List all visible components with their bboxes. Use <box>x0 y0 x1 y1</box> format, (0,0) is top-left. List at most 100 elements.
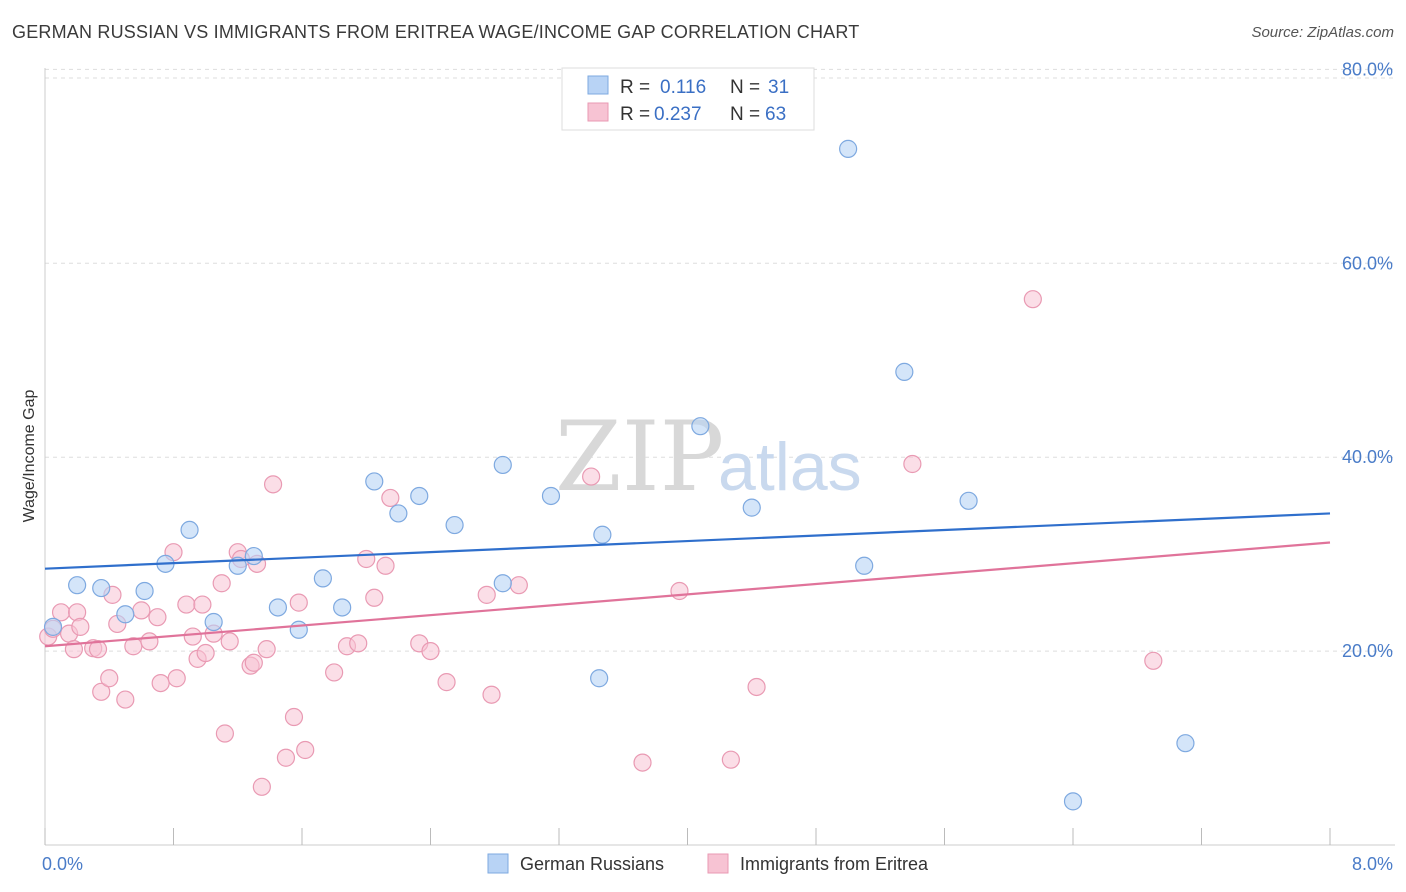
point-eritrea-42 <box>349 634 368 653</box>
legend-n-label-2: N = <box>730 104 760 125</box>
point-german-russians-9 <box>244 546 263 566</box>
point-german-russians-28 <box>959 491 978 510</box>
point-german-russians-1 <box>68 576 87 595</box>
point-eritrea-36 <box>276 748 296 767</box>
point-german-russians-20 <box>541 486 561 506</box>
y-axis-label: Wage/Income Gap <box>21 390 38 523</box>
point-eritrea-49 <box>437 673 456 692</box>
point-german-russians-12 <box>313 569 332 588</box>
point-eritrea-19 <box>167 669 186 688</box>
point-eritrea-20 <box>177 595 196 614</box>
point-german-russians-14 <box>365 472 384 491</box>
point-german-russians-27 <box>895 362 914 381</box>
point-eritrea-54 <box>633 753 652 772</box>
point-eritrea-34 <box>257 640 276 659</box>
point-german-russians-22 <box>593 525 612 544</box>
legend-swatch-pink <box>587 102 609 122</box>
x-tick-marks <box>44 828 1331 845</box>
point-eritrea-39 <box>296 740 315 760</box>
point-eritrea-37 <box>284 707 304 727</box>
legend-r-label-1: R = <box>620 77 650 98</box>
point-german-russians-2 <box>92 578 111 598</box>
point-eritrea-33 <box>252 777 271 796</box>
trend-lines <box>44 512 1331 648</box>
trend-line-german-russians <box>44 512 1331 570</box>
legend-r-label-2: R = <box>620 104 650 125</box>
axes <box>44 68 1395 846</box>
bottom-legend-label-german-russians: German Russians <box>520 854 664 874</box>
legend-swatch-blue <box>587 75 609 95</box>
chart-title: GERMAN RUSSIAN VS IMMIGRANTS FROM ERITRE… <box>12 22 860 42</box>
y-tick-label-60: 60.0% <box>1342 253 1393 273</box>
point-eritrea-16 <box>148 608 167 627</box>
legend-n-value-2: 63 <box>765 104 786 125</box>
legend-n-value-1: 31 <box>768 77 789 98</box>
y-tick-label-20: 20.0% <box>1342 641 1393 661</box>
top-legend: R = 0.116 N = 31 R = 0.237 N = 63 <box>561 67 815 131</box>
point-eritrea-45 <box>376 556 395 575</box>
point-eritrea-53 <box>582 467 601 486</box>
point-german-russians-30 <box>1176 734 1195 753</box>
bottom-legend: German Russians Immigrants from Eritrea <box>487 853 929 874</box>
bottom-legend-swatch-pink <box>707 853 729 874</box>
point-eritrea-26 <box>215 724 234 743</box>
point-eritrea-25 <box>212 574 231 593</box>
point-eritrea-12 <box>116 690 135 709</box>
point-german-russians-23 <box>691 417 710 436</box>
point-eritrea-60 <box>670 581 689 601</box>
point-german-russians-19 <box>493 574 512 593</box>
point-eritrea-52 <box>509 576 528 595</box>
point-eritrea-62 <box>196 643 215 663</box>
watermark-atlas: atlas <box>718 429 862 505</box>
point-german-russians-15 <box>389 504 408 523</box>
point-eritrea-8 <box>88 640 108 659</box>
point-german-russians-4 <box>135 581 154 601</box>
y-tick-label-40: 40.0% <box>1342 447 1393 467</box>
point-eritrea-23 <box>193 595 212 614</box>
point-german-russians-29 <box>1063 792 1083 811</box>
point-eritrea-14 <box>132 601 151 620</box>
point-eritrea-21 <box>183 627 202 646</box>
point-eritrea-43 <box>357 549 376 569</box>
point-german-russians-10 <box>268 598 288 617</box>
point-german-russians-26 <box>855 556 874 575</box>
legend-r-value-2: 0.237 <box>654 104 702 125</box>
point-eritrea-17 <box>151 673 170 693</box>
bottom-legend-swatch-blue <box>487 853 509 874</box>
point-eritrea-27 <box>220 632 239 651</box>
point-eritrea-9 <box>92 682 111 701</box>
legend-r-value-1: 0.116 <box>660 77 706 98</box>
point-german-russians-3 <box>116 605 135 624</box>
point-german-russians-17 <box>445 515 464 535</box>
point-eritrea-51 <box>482 685 501 704</box>
point-eritrea-40 <box>325 663 344 682</box>
point-eritrea-50 <box>477 585 496 604</box>
point-german-russians-21 <box>590 669 609 688</box>
bottom-legend-label-immigrants-from-eritrea: Immigrants from Eritrea <box>740 854 929 874</box>
x-tick-label-max: 8.0% <box>1352 854 1393 874</box>
point-german-russians-6 <box>180 520 199 540</box>
point-german-russians-18 <box>493 455 512 475</box>
series-german-russians-points <box>43 139 1195 811</box>
point-eritrea-15 <box>140 632 159 651</box>
x-tick-label-min: 0.0% <box>42 854 83 874</box>
trend-line-immigrants-from-eritrea <box>44 541 1331 648</box>
y-tick-label-80: 80.0% <box>1342 59 1393 79</box>
point-eritrea-35 <box>263 475 283 494</box>
point-german-russians-16 <box>410 486 429 506</box>
y-tick-labels: 20.0% 40.0% 60.0% 80.0% <box>1342 59 1393 661</box>
point-eritrea-57 <box>903 454 922 474</box>
point-german-russians-0 <box>43 617 63 636</box>
point-eritrea-55 <box>721 750 740 769</box>
point-german-russians-13 <box>333 598 352 617</box>
point-eritrea-38 <box>289 593 308 612</box>
point-german-russians-11 <box>289 620 308 639</box>
point-german-russians-24 <box>742 498 761 517</box>
point-german-russians-25 <box>839 139 858 158</box>
chart-source: Source: ZipAtlas.com <box>1251 24 1394 41</box>
legend-n-label-1: N = <box>730 77 760 98</box>
point-german-russians-7 <box>204 612 223 632</box>
point-eritrea-58 <box>1023 290 1042 309</box>
point-eritrea-31 <box>244 653 263 672</box>
